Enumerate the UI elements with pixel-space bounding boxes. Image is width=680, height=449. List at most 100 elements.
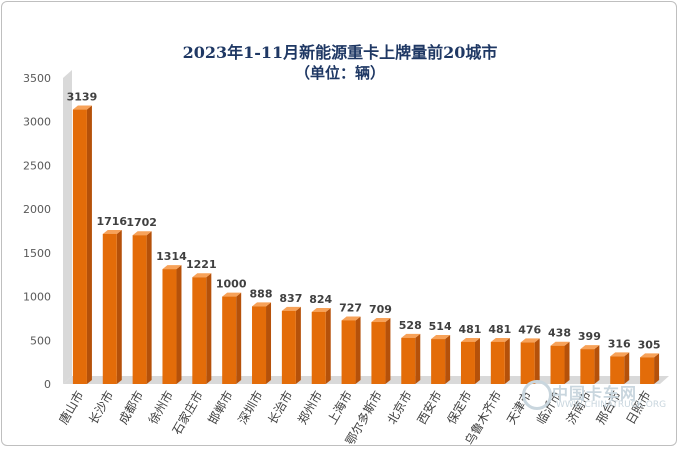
bar-top (162, 265, 182, 270)
bar-side (206, 273, 212, 384)
bar (102, 233, 117, 384)
data-label: 1000 (216, 278, 247, 291)
bar-top (580, 345, 600, 350)
bar-side (385, 318, 391, 384)
x-tick-label: 徐州市 (145, 388, 176, 427)
bar-top (401, 333, 421, 338)
bar (550, 345, 565, 384)
bar-top (520, 338, 540, 343)
x-tick-label: 邢台市 (593, 388, 624, 427)
bar-top (192, 273, 212, 278)
bar-side (236, 292, 242, 384)
bar-top (490, 337, 510, 342)
y-tick-label: 3000 (23, 116, 51, 129)
x-tick-label: 成都市 (115, 388, 146, 427)
bar-side (176, 265, 182, 384)
bar (162, 269, 177, 384)
bar (371, 322, 386, 384)
x-tick-label: 临沂市 (533, 388, 564, 427)
bar-top (102, 229, 122, 234)
y-tick-label: 1000 (23, 291, 51, 304)
x-tick-label: 邯郸市 (205, 388, 236, 427)
bar-side (474, 337, 480, 384)
data-label: 438 (548, 327, 571, 340)
bar-top (311, 307, 331, 312)
bar (520, 342, 535, 384)
chart-title: 2023年1-11月新能源重卡上牌量前20城市 (182, 43, 498, 62)
data-label: 837 (279, 292, 302, 305)
bar-side (534, 338, 540, 384)
x-tick-label: 西安市 (414, 388, 445, 427)
bar-side (295, 306, 301, 384)
bar-side (415, 333, 421, 384)
data-label: 476 (518, 323, 541, 336)
x-tick-label: 唐山市 (56, 388, 87, 427)
bar-top (281, 306, 301, 311)
data-label: 305 (638, 338, 661, 351)
y-tick-label: 3500 (23, 72, 51, 85)
data-label: 514 (429, 320, 452, 333)
data-label: 1716 (96, 215, 127, 228)
bar (580, 349, 595, 384)
chart-side-wall (63, 70, 72, 384)
bar (252, 306, 267, 384)
bar (311, 311, 326, 384)
y-tick-label: 0 (44, 378, 51, 391)
chart-subtitle: （单位：辆） (294, 64, 385, 82)
bar (192, 277, 207, 384)
bar-top (640, 353, 660, 358)
bar-top (371, 318, 391, 323)
bar-side (325, 307, 331, 384)
bar-side (445, 335, 451, 384)
bar-top (341, 316, 361, 321)
bar (460, 341, 475, 384)
y-tick-label: 500 (30, 334, 51, 347)
bar-side (594, 345, 600, 384)
bar-side (266, 302, 272, 384)
x-tick-label: 长沙市 (85, 388, 116, 427)
bar-side (564, 341, 570, 384)
bar (401, 337, 416, 384)
bar (222, 296, 237, 384)
bar-top (132, 231, 152, 236)
bar-top (222, 292, 242, 297)
bar-side (654, 353, 660, 384)
x-tick-label: 上海市 (324, 388, 355, 427)
x-tick-label: 天津市 (503, 388, 534, 427)
data-label: 709 (369, 303, 392, 316)
data-label: 316 (608, 337, 631, 350)
data-label: 399 (578, 330, 601, 343)
x-tick-label: 深圳市 (235, 388, 266, 427)
bar-top (431, 335, 451, 340)
bar (72, 109, 87, 385)
bar (281, 310, 296, 384)
bar-top (72, 105, 92, 110)
bar-side (116, 229, 122, 384)
y-tick-label: 2500 (23, 159, 51, 172)
bar (431, 339, 446, 384)
data-label: 727 (339, 301, 362, 314)
data-label: 824 (309, 293, 332, 306)
data-label: 1221 (186, 258, 217, 271)
data-label: 528 (399, 319, 422, 332)
bar-top (550, 341, 570, 346)
data-label: 3139 (67, 91, 98, 104)
bar (640, 357, 655, 384)
bar-side (504, 337, 510, 384)
bar-top (610, 352, 630, 357)
y-tick-label: 1500 (23, 247, 51, 260)
x-tick-label: 郑州市 (294, 388, 325, 427)
x-tick-label: 长治市 (264, 388, 295, 427)
bar (341, 320, 356, 384)
bar (490, 341, 505, 384)
bar-top (252, 302, 272, 307)
bar-side (146, 231, 152, 384)
x-tick-label: 济南市 (563, 388, 594, 427)
data-label: 481 (458, 323, 481, 336)
bar (132, 235, 147, 384)
bar (610, 356, 625, 384)
data-label: 1702 (126, 216, 157, 229)
bar-side (86, 105, 92, 385)
chart-floor (63, 376, 669, 384)
